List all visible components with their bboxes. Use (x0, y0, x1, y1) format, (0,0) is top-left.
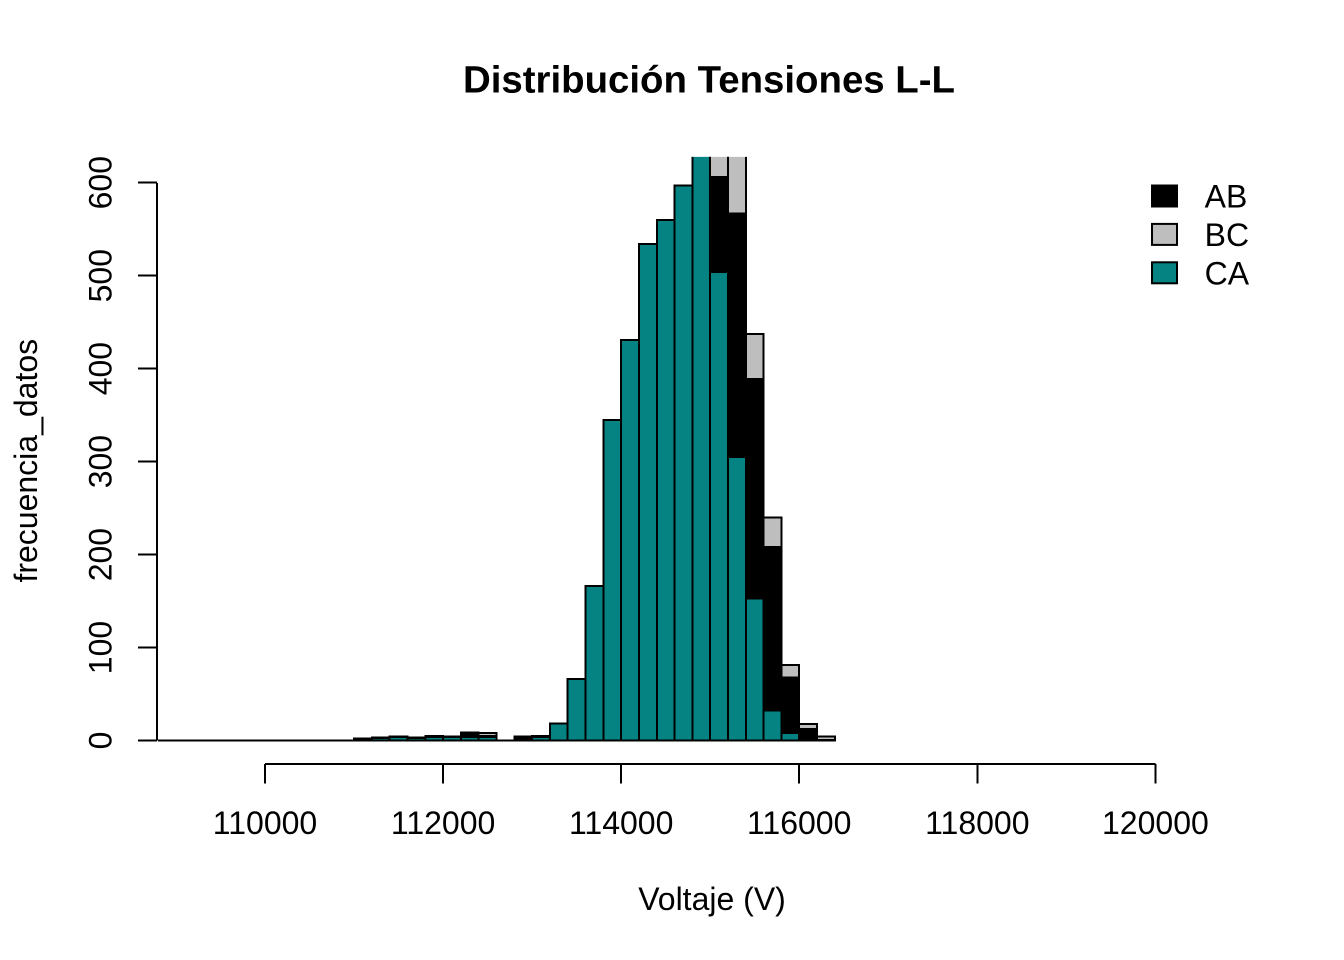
svg-text:600: 600 (83, 156, 119, 209)
svg-text:Distribución Tensiones L-L: Distribución Tensiones L-L (463, 59, 955, 102)
svg-text:118000: 118000 (925, 805, 1029, 841)
svg-text:frecuencia_datos: frecuencia_datos (8, 339, 44, 583)
svg-text:120000: 120000 (1102, 805, 1209, 841)
svg-text:500: 500 (83, 249, 119, 302)
svg-text:110000: 110000 (213, 805, 317, 841)
svg-text:0: 0 (83, 732, 119, 750)
svg-text:200: 200 (83, 528, 119, 581)
svg-text:114000: 114000 (569, 805, 673, 841)
svg-text:300: 300 (83, 435, 119, 488)
svg-text:Voltaje (V): Voltaje (V) (638, 881, 786, 917)
svg-text:100: 100 (83, 621, 119, 674)
svg-text:AB: AB (1205, 179, 1248, 215)
svg-text:400: 400 (83, 342, 119, 395)
svg-text:112000: 112000 (391, 805, 495, 841)
svg-text:116000: 116000 (747, 805, 851, 841)
svg-text:BC: BC (1205, 217, 1249, 253)
svg-text:CA: CA (1205, 255, 1250, 291)
